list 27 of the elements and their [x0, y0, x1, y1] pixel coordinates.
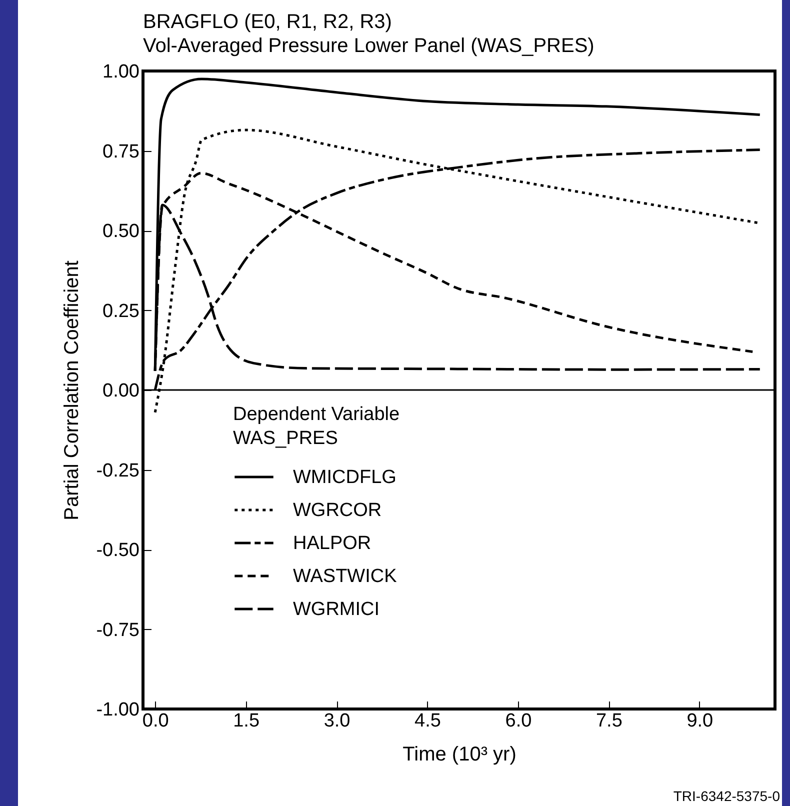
- x-tick-label: 3.0: [324, 710, 350, 732]
- x-tick-label: 1.5: [233, 710, 260, 732]
- legend-label: WGRMICI: [293, 599, 380, 620]
- y-tick-label: -1.00: [96, 700, 140, 720]
- text: TRI-6342-5375-0: [673, 788, 780, 804]
- chart-subtitle: Vol-Averaged Pressure Lower Panel (WAS_PRES): [143, 35, 594, 57]
- y-axis-title: Partial Correlation Coefficient: [61, 260, 84, 520]
- legend-label: HALPOR: [293, 533, 372, 554]
- legend-label: WASTWICK: [293, 566, 398, 587]
- x-tick-label: 4.5: [414, 710, 441, 732]
- y-tick-label: 0.25: [102, 300, 140, 322]
- x-tick-label: 0.0: [142, 710, 169, 732]
- y-tick-label: -0.25: [96, 460, 140, 482]
- legend-label: WMICDFLG: [293, 467, 396, 488]
- y-tick-label: 0.75: [102, 141, 140, 162]
- legend-title: Dependent Variable WAS_PRES: [233, 404, 400, 449]
- x-axis-title: Time (10³ yr): [402, 744, 516, 766]
- legend-label: WGRCOR: [293, 500, 382, 521]
- y-tick-label: 0.50: [102, 221, 140, 242]
- x-tick-label: 9.0: [686, 710, 714, 732]
- y-tick-label: -0.75: [96, 620, 140, 641]
- y-tick-label: 1.00: [102, 62, 140, 82]
- x-tick-label: 6.0: [505, 710, 532, 732]
- y-tick-label: 0.00: [102, 380, 140, 402]
- x-tick-label: 7.5: [596, 710, 622, 732]
- y-tick-label: -0.50: [96, 540, 140, 561]
- chart-title: BRAGFLO (E0, R1, R2, R3): [143, 11, 392, 33]
